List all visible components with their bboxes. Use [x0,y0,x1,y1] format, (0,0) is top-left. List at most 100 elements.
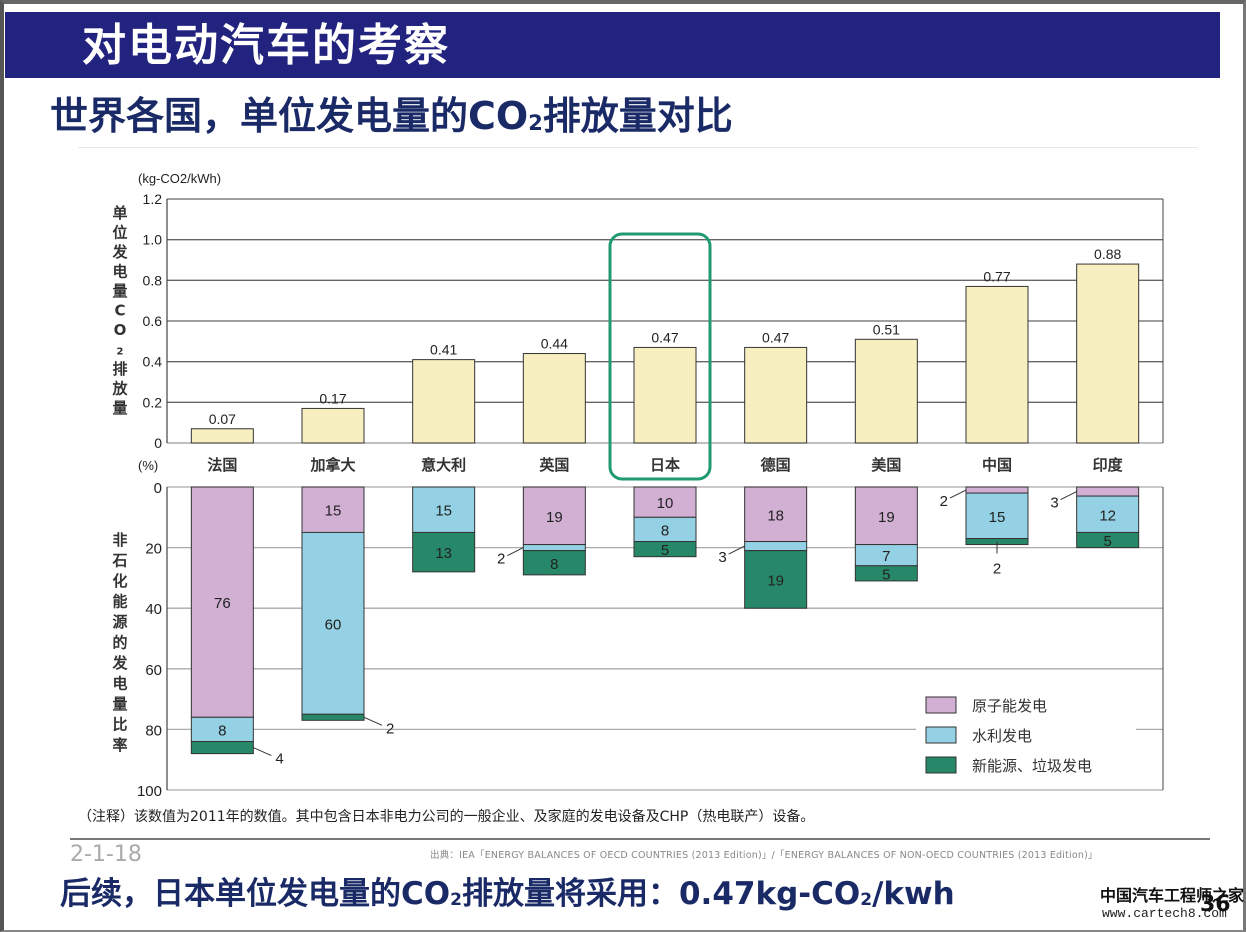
conclusion-part-3: /kwh [872,876,955,912]
hydro-segment [744,541,808,552]
lower-ylabel-char: 电 [112,675,127,693]
legend-swatch [925,726,957,744]
renewable-segment [301,713,365,721]
renewable-segment [522,550,586,576]
subtitle-text-2: 排放量对比 [542,94,733,138]
conclusion-text: 后续，日本单位发电量的CO2排放量将采用：0.47kg-CO2/kwh [60,872,955,922]
lower-ylabel-char: 源 [112,613,127,631]
hydro-segment [522,544,586,552]
country-label: 法国 [207,456,237,474]
country-label: 加拿大 [309,456,355,474]
segment-value-label: 19 [878,509,895,526]
page-number: 36 [1200,892,1231,917]
nuclear-segment [1076,486,1140,497]
segment-callout-label: 2 [993,561,1001,578]
lower-ytick-label: 40 [145,601,162,618]
segment-value-label: 60 [325,616,342,633]
upper-ylabel-char: 量 [112,282,127,300]
legend-swatch [925,756,957,774]
legend-label: 原子能发电 [972,697,1047,715]
segment-value-label: 7 [882,548,890,565]
japan-highlight-box [608,232,712,481]
renewable-segment [854,565,918,582]
co2-bar [190,428,254,444]
source-citation: 出典：IEA「ENERGY BALANCES OF OECD COUNTRIES… [430,850,1098,861]
segment-callout-label: 3 [1050,495,1058,512]
renewable-segment [1076,531,1140,549]
callout-line [253,747,272,757]
renewable-segment [633,541,697,558]
nuclear-segment [301,486,365,533]
header-bar [5,12,1220,78]
upper-ylabel-char: 量 [112,399,127,417]
segment-value-label: 8 [661,522,669,539]
co2-bar [1076,263,1140,444]
co2-value-label: 0.41 [430,342,457,358]
lower-ylabel-char: 石 [111,552,127,570]
legend-label: 新能源、垃圾发电 [972,757,1092,775]
upper-ytick-label: 1.0 [143,232,163,248]
co2-value-label: 0.88 [1094,246,1121,262]
co2-bar [522,353,586,444]
segment-value-label: 15 [989,509,1006,526]
hydro-segment [301,531,365,715]
segment-callout-label: 2 [940,493,948,510]
upper-ytick-label: 0 [154,435,162,451]
country-label: 日本 [650,456,680,474]
segment-value-label: 15 [325,503,342,520]
lower-ytick-label: 20 [145,541,162,558]
footer-divider [70,838,1210,840]
segment-value-label: 15 [435,503,452,520]
segment-callout-label: 3 [718,549,726,566]
conclusion-part-2: 排放量将采用：0.47kg-CO [461,876,861,912]
callout-line [949,489,967,499]
subtitle-divider [78,147,1198,148]
nuclear-segment [522,486,586,546]
slide-title: 对电动汽车的考察 [82,20,450,71]
lower-ylabel-char: 比 [112,716,127,734]
co2-bar [301,407,365,444]
co2-value-label: 0.07 [209,411,236,427]
callout-line [1060,491,1077,500]
lower-ytick-label: 80 [145,722,162,739]
segment-value-label: 5 [661,542,669,559]
conclusion-part-1: 后续，日本单位发电量的CO [60,876,451,912]
figure-code: 2-1-18 [70,842,142,867]
co2-value-label: 0.77 [983,268,1010,284]
segment-value-label: 5 [1103,533,1111,550]
upper-ylabel-char: 位 [112,224,127,242]
upper-ytick-label: 0.6 [143,313,163,329]
country-label: 德国 [761,456,791,474]
watermark-logo: 中国汽车工程师之家 [1100,886,1245,905]
segment-value-label: 8 [550,556,558,573]
hydro-segment [190,716,254,743]
upper-ylabel-char: 单 [112,204,127,222]
lower-ylabel-char: 率 [112,736,127,754]
hydro-segment [965,492,1029,540]
upper-ylabel-char: 排 [112,360,127,378]
watermark-url: www.cartech8.com [1102,906,1227,921]
segment-value-label: 19 [767,572,784,589]
upper-ylabel-char: O [114,321,127,339]
segment-value-label: 8 [218,722,226,739]
nuclear-segment [965,486,1029,494]
lower-ylabel-char: 的 [112,634,127,652]
segment-value-label: 19 [546,509,563,526]
chart-note: （注释）该数值为2011年的数值。其中包含日本非电力公司的一般企业、及家庭的发电… [78,809,815,825]
subtitle-text-1: 世界各国，单位发电量的CO [50,94,529,138]
co2-value-label: 0.17 [319,390,346,406]
segment-value-label: 5 [882,566,890,583]
segment-value-label: 10 [657,495,674,512]
lower-ylabel-char: 能 [112,593,127,611]
co2-bar [965,285,1029,444]
co2-value-label: 0.51 [873,321,900,337]
upper-ytick-label: 0.2 [143,394,163,410]
nuclear-segment [854,486,918,546]
co2-value-label: 0.44 [541,336,568,352]
country-label: 中国 [982,456,1012,474]
lower-ylabel-char: 非 [112,531,127,549]
upper-ylabel-char: 放 [111,380,128,398]
country-label: 印度 [1093,456,1124,474]
country-label: 美国 [871,456,901,474]
